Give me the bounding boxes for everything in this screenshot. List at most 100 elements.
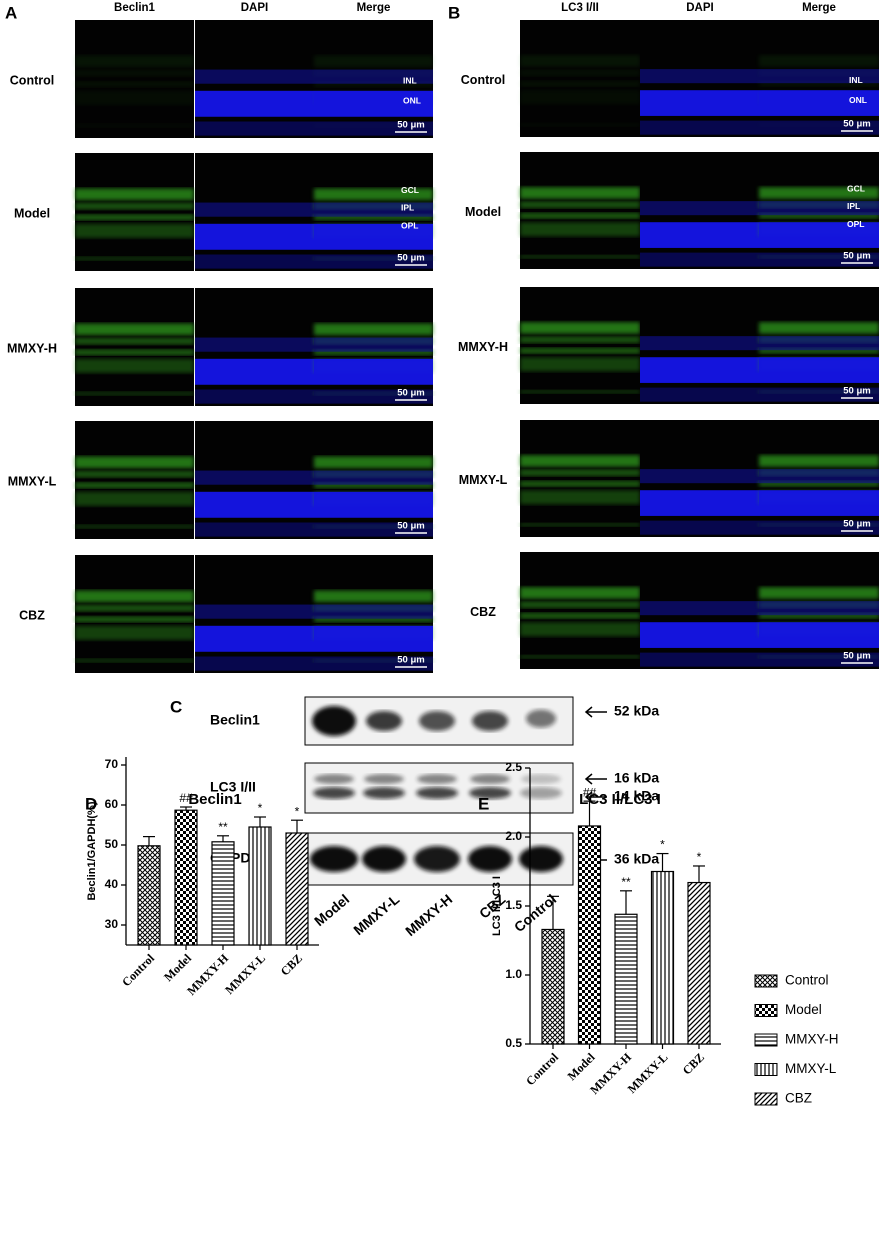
- chart-title: Beclin1: [188, 791, 241, 808]
- green-band: [520, 587, 640, 599]
- layer-label: IPL: [401, 203, 414, 213]
- green-band: [75, 81, 194, 88]
- green-band: [759, 347, 879, 354]
- green-band: [314, 323, 433, 336]
- micrograph: [75, 555, 194, 673]
- blot-band: [364, 774, 404, 784]
- scale-bar-label: 50 μm: [843, 386, 870, 397]
- blue-band: [314, 491, 433, 518]
- blue-band: [314, 90, 433, 117]
- green-band: [75, 337, 194, 345]
- blue-band: [195, 604, 314, 619]
- y-tick-label: 40: [105, 877, 119, 891]
- blue-band: [640, 222, 760, 248]
- blue-band: [195, 90, 314, 117]
- blue-band: [195, 121, 314, 136]
- layer-label: INL: [403, 76, 417, 86]
- bar: [211, 841, 235, 946]
- micrograph-bg: [75, 421, 194, 539]
- weight-label: 52 kDa: [614, 703, 659, 719]
- green-band: [75, 482, 194, 489]
- micrograph: [314, 153, 433, 271]
- micrograph-bg: [520, 552, 640, 669]
- green-band: [75, 491, 194, 506]
- green-band: [75, 590, 194, 603]
- blue-band: [640, 357, 760, 383]
- scale-bar-label: 50 μm: [397, 521, 424, 532]
- blot-band: [362, 846, 406, 872]
- micrograph: [520, 20, 640, 137]
- green-band: [520, 490, 640, 505]
- chart-title: LC3 II/LC3 I: [579, 791, 661, 808]
- blue-band: [640, 622, 760, 648]
- micrograph: [195, 153, 314, 271]
- green-band: [314, 616, 433, 623]
- y-axis-label: LC3 II/LC3 I: [491, 876, 503, 936]
- micrograph-bg: [75, 20, 194, 138]
- blue-band: [314, 470, 433, 485]
- micrograph: [759, 552, 879, 669]
- green-band: [520, 80, 640, 87]
- y-tick-label: 2.0: [505, 829, 522, 843]
- green-band: [520, 522, 640, 527]
- blot-band: [363, 787, 405, 799]
- blue-band: [759, 490, 879, 516]
- green-band: [520, 122, 640, 127]
- x-tick-label: Model: [565, 1050, 598, 1083]
- blue-band: [195, 358, 314, 385]
- micrograph-bg: [520, 152, 640, 269]
- blue-band: [314, 337, 433, 352]
- scale-bar-label: 50 μm: [397, 655, 424, 666]
- protein-label: LC3 I/II: [210, 779, 256, 795]
- column-label: Beclin1: [114, 2, 156, 14]
- micrograph: [195, 20, 314, 138]
- micrograph: [75, 288, 194, 406]
- row-label: Model: [465, 205, 501, 219]
- green-band: [75, 658, 194, 663]
- micrograph: [314, 288, 433, 406]
- layout: A B C: [5, 3, 460, 716]
- green-band: [520, 187, 640, 199]
- blue-band: [640, 201, 760, 216]
- weight-label: 36 kDa: [614, 851, 659, 867]
- row-label: MMXY-L: [459, 473, 508, 487]
- blue-band: [195, 254, 314, 269]
- blue-band: [195, 202, 314, 217]
- legend-label: Model: [785, 1002, 822, 1017]
- green-band: [520, 336, 640, 344]
- y-tick-label: 1.0: [505, 967, 522, 981]
- legend-label: Control: [785, 973, 829, 988]
- x-tick-label: CBZ: [680, 1050, 707, 1077]
- x-tick-label: Control: [119, 951, 157, 989]
- scale-bar-label: 50 μm: [843, 119, 870, 130]
- legend-label: MMXY-L: [785, 1061, 837, 1076]
- micrograph: [75, 421, 194, 539]
- layer-label: ONL: [403, 96, 421, 106]
- scale-bar-label: 50 μm: [397, 253, 424, 264]
- green-band: [75, 616, 194, 623]
- green-band: [759, 212, 879, 219]
- green-band: [759, 187, 879, 199]
- green-band: [520, 654, 640, 659]
- arrow: [584, 791, 607, 803]
- blue-band: [314, 604, 433, 619]
- scale-bar-label: 50 μm: [843, 251, 870, 262]
- blue-band: [759, 69, 879, 84]
- legend-label: CBZ: [785, 1091, 812, 1106]
- green-band: [314, 81, 433, 88]
- blue-band: [195, 223, 314, 250]
- green-band: [75, 188, 194, 201]
- green-band: [520, 389, 640, 394]
- panel-letter: D: [85, 794, 97, 813]
- bar: [614, 913, 638, 1045]
- green-band: [759, 80, 879, 87]
- significance: ##: [583, 785, 597, 799]
- blue-band: [759, 336, 879, 351]
- column-label: LC3 I/II: [561, 2, 599, 14]
- blue-band: [759, 622, 879, 648]
- blue-band: [759, 222, 879, 248]
- green-band: [314, 188, 433, 201]
- blot-band: [520, 787, 562, 799]
- green-band: [520, 69, 640, 77]
